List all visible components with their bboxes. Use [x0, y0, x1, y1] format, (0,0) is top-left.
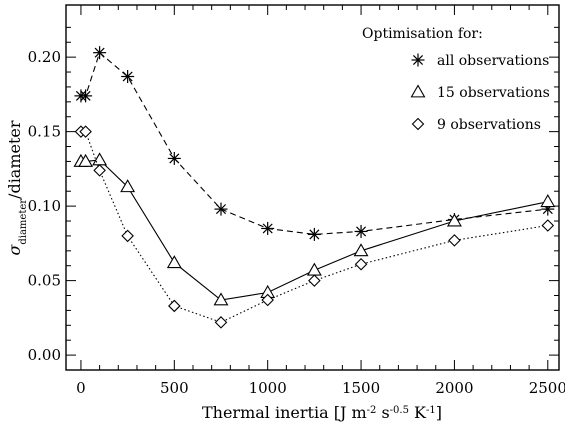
legend: Optimisation for: all observations 15 obs…: [362, 26, 550, 133]
legend-entries: all observations 15 observations 9 observa…: [410, 53, 550, 133]
data-point: [307, 227, 321, 241]
y-tick-label: 0.15: [28, 123, 61, 141]
data-point: [354, 224, 368, 238]
data-point: [78, 153, 94, 167]
y-tick-label: 0.10: [28, 197, 61, 215]
data-point: [214, 316, 228, 329]
data-point: [120, 179, 136, 193]
data-point: [306, 262, 322, 276]
data-point: [168, 299, 181, 313]
y-axis-title: σdiameter/diameter: [5, 120, 29, 255]
legend-marker-diamond: [411, 117, 425, 131]
x-tick-label: 1500: [342, 379, 380, 397]
data-point: [308, 274, 321, 287]
data-point: [92, 152, 108, 166]
plot-frame: [65, 4, 560, 371]
legend-title: Optimisation for:: [362, 26, 483, 42]
y-tick-label: 0.00: [28, 346, 61, 364]
data-point: [540, 194, 556, 208]
legend-label: all observations: [437, 53, 549, 69]
y-tick-label: 0.20: [28, 48, 61, 66]
x-axis-title: Thermal inertia [J m-2 s-0.5 K-1]: [202, 403, 442, 422]
legend-label: 15 observations: [437, 85, 550, 101]
x-tick-label: 500: [160, 379, 189, 397]
data-point: [79, 89, 93, 103]
data-point: [167, 151, 181, 165]
ticks: 0 500 1000 1500 2000 2500 0.00 0.05 0.10 0.15 0.20: [28, 5, 565, 397]
data-point: [166, 255, 182, 269]
data-point: [121, 70, 135, 84]
y-tick-label: 0.05: [28, 272, 61, 290]
series-line: [80, 51, 548, 235]
data-point: [541, 219, 555, 232]
x-tick-label: 2000: [435, 379, 473, 397]
legend-marker-asterisk: [411, 53, 425, 67]
x-tick-label: 0: [76, 379, 86, 397]
series-diamond: [74, 125, 555, 329]
series-layer: [73, 46, 556, 329]
data-point: [213, 292, 229, 306]
x-tick-label: 1000: [249, 379, 287, 397]
data-point: [214, 202, 228, 216]
data-point: [261, 221, 275, 235]
data-point: [261, 293, 274, 307]
series-asterisk: [74, 46, 555, 241]
data-point: [79, 125, 92, 138]
data-point: [448, 234, 461, 247]
data-point: [354, 257, 368, 271]
x-tick-label: 2500: [529, 379, 565, 397]
legend-label: 9 observations: [437, 117, 541, 133]
data-point: [121, 229, 134, 243]
series-line: [80, 131, 548, 323]
data-point: [446, 213, 462, 227]
data-point: [93, 46, 107, 60]
data-point: [353, 243, 369, 257]
data-point: [93, 164, 106, 177]
legend-marker-triangle: [410, 84, 426, 98]
